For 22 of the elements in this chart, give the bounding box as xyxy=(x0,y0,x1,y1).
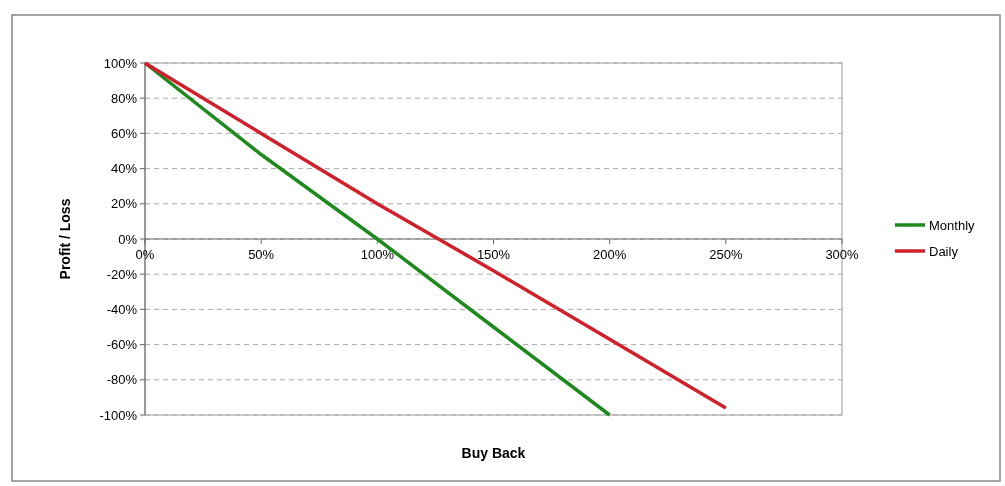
x-tick-label: 200% xyxy=(593,247,627,262)
y-axis-title: Profit / Loss xyxy=(57,198,73,280)
y-tick-label: -80% xyxy=(106,372,138,388)
legend-label: Monthly xyxy=(929,217,976,233)
x-tick-label: 150% xyxy=(476,247,511,262)
x-tick-label: 300% xyxy=(825,247,860,262)
y-tick-label: -40% xyxy=(106,301,138,317)
y-tick-label: 0% xyxy=(118,231,138,247)
y-tick-label: -20% xyxy=(106,266,138,282)
y-tick-label: 20% xyxy=(110,196,138,212)
y-tick-label: 40% xyxy=(110,161,138,177)
x-tick-label: 250% xyxy=(709,247,743,262)
y-tick-label: -60% xyxy=(106,337,138,353)
x-axis-title: Buy Back xyxy=(461,445,526,461)
y-tick-label: -100% xyxy=(99,407,138,423)
y-tick-label: 80% xyxy=(110,90,138,106)
legend-label: Daily xyxy=(929,243,959,259)
y-tick-label: 100% xyxy=(103,55,138,71)
x-tick-label: 50% xyxy=(248,247,275,262)
x-tick-label: 100% xyxy=(360,247,395,262)
y-tick-label: 60% xyxy=(110,125,138,141)
x-tick-label: 0% xyxy=(135,247,155,262)
